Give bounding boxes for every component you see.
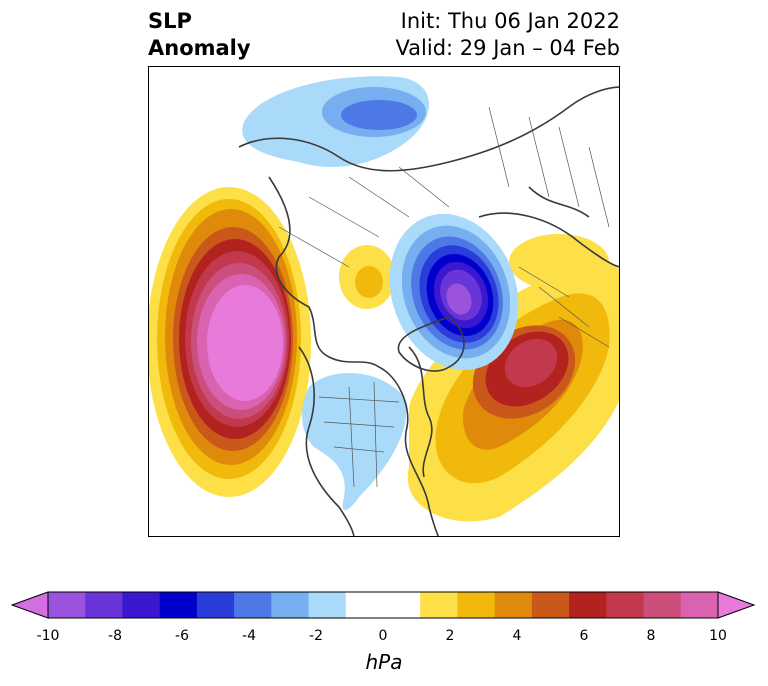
colorbar-cell	[345, 592, 384, 618]
init-date: Init: Thu 06 Jan 2022	[400, 9, 620, 33]
colorbar-cell	[383, 592, 421, 618]
colorbar-cell	[531, 592, 570, 618]
colorbar-cell	[234, 592, 272, 618]
colorbar	[10, 591, 756, 619]
date-title: Init: Thu 06 Jan 2022 Valid: 29 Jan – 04…	[395, 8, 620, 62]
colorbar-cell	[494, 592, 533, 618]
colorbar-tick-label: -6	[175, 628, 189, 644]
colorbar-cell	[457, 592, 496, 618]
colorbar-cell	[159, 592, 198, 618]
colorbar-tick-label: 0	[378, 628, 388, 644]
colorbar-cell	[569, 592, 607, 618]
colorbar-tick-label: 2	[445, 628, 455, 644]
variable-title-line2: Anomaly	[148, 36, 251, 60]
colorbar-tick-label: -10	[36, 628, 60, 644]
colorbar-tick-label: -8	[108, 628, 122, 644]
colorbar-cell	[643, 592, 682, 618]
colorbar-tick-label: -2	[309, 628, 323, 644]
colorbar-cell	[48, 592, 86, 618]
colorbar-tick-label: 10	[709, 628, 727, 644]
colorbar-left-arrow	[10, 591, 49, 619]
colorbar-tick-label: 4	[512, 628, 522, 644]
variable-title-line1: SLP	[148, 9, 192, 33]
map-canvas	[149, 76, 619, 536]
colorbar-cell	[196, 592, 235, 618]
borders	[278, 106, 610, 488]
colorbar-cell	[606, 592, 645, 618]
colorbar-right-arrow	[717, 591, 756, 619]
colorbar-cell	[85, 592, 123, 618]
valid-date: Valid: 29 Jan – 04 Feb	[395, 36, 620, 60]
atlantic-high-anomaly	[407, 262, 619, 522]
arctic-low-anomaly	[389, 213, 519, 371]
coastlines	[238, 86, 619, 536]
pacific-high-anomaly	[149, 187, 311, 497]
colorbar-cell	[122, 592, 161, 618]
siberia-low-anomaly	[242, 76, 429, 167]
colorbar-cell	[420, 592, 458, 618]
colorbar-unit: hPa	[365, 650, 403, 674]
colorbar-tick-label: -4	[242, 628, 256, 644]
colorbar-cell	[271, 592, 310, 618]
colorbar-cell	[680, 592, 719, 618]
colorbar-tick-label: 8	[646, 628, 656, 644]
colorbar-tick-label: 6	[579, 628, 589, 644]
colorbar-cell	[308, 592, 347, 618]
anomaly-map	[148, 66, 620, 537]
variable-title: SLP Anomaly	[148, 8, 251, 62]
us-low-anomaly	[302, 373, 407, 511]
